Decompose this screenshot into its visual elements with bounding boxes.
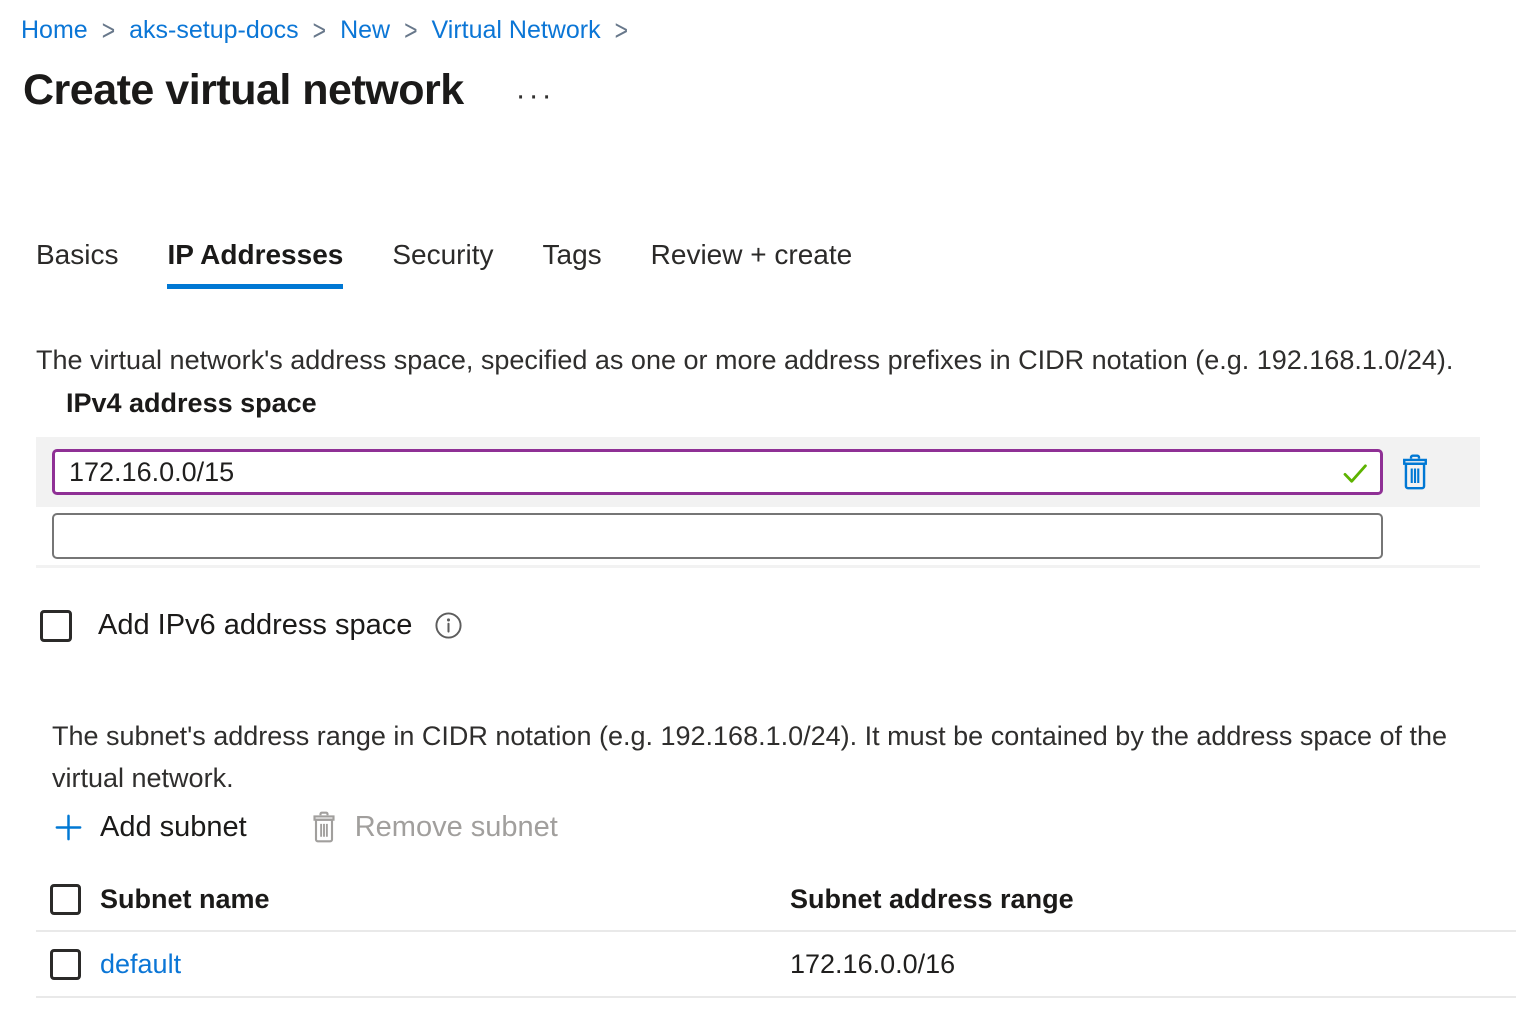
page-title: Create virtual network	[23, 66, 464, 114]
row-checkbox[interactable]	[50, 948, 81, 980]
more-options-icon[interactable]: ···	[515, 78, 555, 112]
breadcrumb-separator-icon: >	[312, 13, 327, 47]
add-subnet-button[interactable]: Add subnet	[52, 811, 247, 844]
breadcrumb-separator-icon: >	[404, 13, 418, 47]
valid-check-icon	[1339, 457, 1371, 489]
tab-review-create[interactable]: Review + create	[650, 239, 853, 270]
section-divider	[36, 565, 1480, 568]
ipv4-address-input[interactable]	[52, 449, 1383, 495]
plus-icon	[52, 811, 85, 844]
column-header-subnet-address-range: Subnet address range	[790, 884, 1074, 914]
breadcrumb: Home > aks-setup-docs > New > Virtual Ne…	[21, 13, 642, 47]
add-subnet-label: Add subnet	[100, 810, 247, 843]
remove-subnet-button[interactable]: Remove subnet	[309, 810, 558, 844]
breadcrumb-home[interactable]: Home	[21, 16, 88, 44]
subnet-toolbar: Add subnet Remove subnet	[52, 810, 558, 844]
breadcrumb-separator-icon: >	[614, 13, 629, 47]
tab-tags[interactable]: Tags	[542, 239, 602, 270]
title-row: Create virtual network ···	[23, 66, 555, 115]
table-row: default 172.16.0.0/16	[36, 932, 1516, 998]
breadcrumb-separator-icon: >	[101, 13, 116, 47]
breadcrumb-new[interactable]: New	[340, 16, 391, 44]
info-icon[interactable]	[434, 611, 463, 640]
tab-security[interactable]: Security	[392, 239, 494, 270]
remove-subnet-label: Remove subnet	[354, 810, 558, 843]
address-space-row-empty	[52, 513, 1383, 559]
ipv6-option-row: Add IPv6 address space	[40, 609, 463, 642]
add-ipv6-label: Add IPv6 address space	[98, 609, 413, 641]
subnet-table-header: Subnet name Subnet address range	[36, 869, 1516, 932]
trash-icon	[1398, 454, 1432, 494]
address-space-row	[36, 437, 1480, 507]
trash-icon	[309, 810, 339, 844]
subnet-table: Subnet name Subnet address range default…	[36, 869, 1516, 998]
address-input-wrapper	[52, 449, 1383, 495]
column-header-subnet-name: Subnet name	[100, 884, 270, 914]
breadcrumb-aks-setup-docs[interactable]: aks-setup-docs	[129, 16, 299, 44]
ipv4-address-input-empty[interactable]	[52, 513, 1383, 559]
select-all-checkbox[interactable]	[50, 884, 81, 915]
breadcrumb-virtual-network[interactable]: Virtual Network	[431, 16, 601, 44]
tab-basics[interactable]: Basics	[36, 239, 119, 270]
tab-ip-addresses[interactable]: IP Addresses	[167, 239, 344, 289]
delete-address-button[interactable]	[1396, 451, 1434, 493]
subnet-name-link[interactable]: default	[100, 948, 182, 979]
subnet-address-range-value: 172.16.0.0/16	[790, 948, 956, 979]
add-ipv6-checkbox[interactable]	[40, 609, 72, 642]
subnet-description: The subnet's address range in CIDR notat…	[52, 721, 1448, 794]
tab-bar: Basics IP Addresses Security Tags Review…	[36, 239, 852, 289]
ipv4-address-space-label: IPv4 address space	[66, 388, 317, 418]
address-space-description: The virtual network's address space, spe…	[36, 345, 1454, 375]
